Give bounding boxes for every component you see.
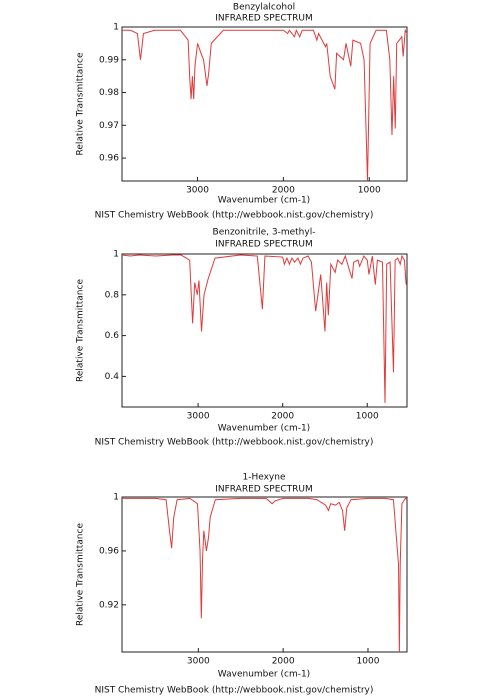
x-tick-label: 1000 bbox=[358, 186, 381, 196]
y-tick-label: 0.96 bbox=[99, 546, 119, 556]
x-tick-label: 1000 bbox=[357, 657, 380, 667]
y-tick-label: 0.96 bbox=[99, 154, 119, 164]
x-axis-label: Wavenumber (cm-1) bbox=[218, 670, 310, 680]
x-tick-label: 2000 bbox=[272, 657, 295, 667]
chart-subtitle: INFRARED SPECTRUM bbox=[215, 485, 313, 495]
chart-title: Benzylalcohol bbox=[233, 3, 295, 13]
source-note: NIST Chemistry WebBook (http://webbook.n… bbox=[95, 686, 374, 696]
y-axis-label: Relative Transmittance bbox=[76, 523, 86, 626]
x-axis-label: Wavenumber (cm-1) bbox=[218, 196, 310, 206]
y-tick-label: 1 bbox=[113, 250, 119, 260]
y-tick-label: 0.8 bbox=[105, 290, 120, 300]
chart-title: Benzonitrile, 3-methyl- bbox=[213, 228, 316, 238]
spectrum-line bbox=[121, 254, 407, 403]
spectrum-line bbox=[122, 497, 408, 653]
y-axis-label: Relative Transmittance bbox=[76, 52, 86, 155]
chart-subtitle: INFRARED SPECTRUM bbox=[215, 240, 313, 250]
y-tick-label: 0.92 bbox=[99, 600, 119, 610]
plot-frame bbox=[121, 253, 408, 408]
x-tick-label: 3000 bbox=[187, 412, 210, 422]
chart-subtitle: INFRARED SPECTRUM bbox=[215, 14, 313, 24]
plot-frame bbox=[121, 26, 408, 182]
x-axis-label: Wavenumber (cm-1) bbox=[218, 424, 310, 434]
chart-title: 1-Hexyne bbox=[242, 473, 285, 483]
spectrum-line bbox=[122, 28, 408, 182]
y-tick-label: 0.99 bbox=[99, 55, 119, 65]
x-tick-label: 1000 bbox=[356, 412, 379, 422]
x-tick-label: 3000 bbox=[186, 186, 209, 196]
y-tick-label: 0.4 bbox=[105, 372, 120, 382]
source-note: NIST Chemistry WebBook (http://webbook.n… bbox=[95, 438, 374, 448]
y-axis-label: Relative Transmittance bbox=[76, 279, 86, 382]
y-tick-label: 0.97 bbox=[99, 121, 119, 131]
x-tick-label: 2000 bbox=[272, 186, 295, 196]
y-tick-label: 0.98 bbox=[99, 88, 119, 98]
x-tick-label: 2000 bbox=[271, 412, 294, 422]
source-note: NIST Chemistry WebBook (http://webbook.n… bbox=[95, 211, 374, 221]
plot-frame bbox=[121, 496, 408, 653]
y-tick-label: 0.6 bbox=[105, 331, 120, 341]
y-tick-label: 1 bbox=[113, 493, 119, 503]
y-tick-label: 1 bbox=[113, 23, 119, 33]
x-tick-label: 3000 bbox=[187, 657, 210, 667]
